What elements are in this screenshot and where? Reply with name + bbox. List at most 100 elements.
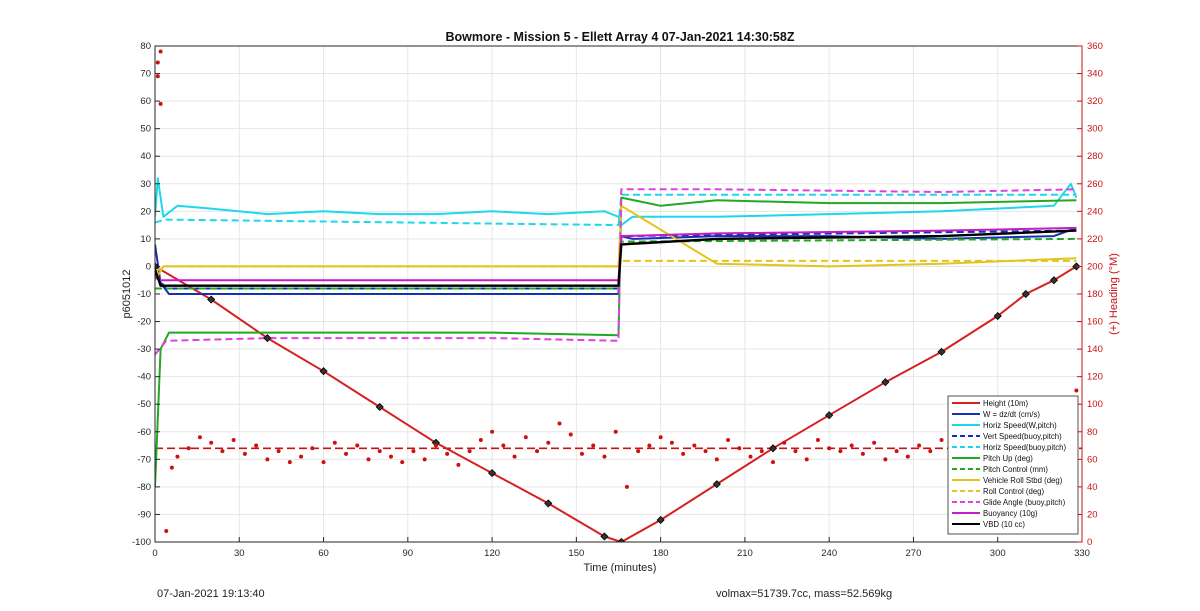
height-marker xyxy=(207,295,216,304)
heading-point xyxy=(231,438,236,443)
x-tick-label: 240 xyxy=(821,548,837,559)
x-tick-label: 0 xyxy=(152,548,157,559)
heading-point xyxy=(782,440,787,445)
footer-timestamp: 07-Jan-2021 19:13:40 xyxy=(157,588,265,600)
y-tick-label: -50 xyxy=(137,399,151,410)
heading-point xyxy=(276,449,281,454)
height-marker xyxy=(712,480,721,489)
heading-point xyxy=(287,460,292,465)
y-tick-label: 50 xyxy=(140,124,151,135)
heading-point xyxy=(579,451,584,456)
height-marker xyxy=(375,402,384,412)
heading-point xyxy=(804,457,809,462)
heading-point xyxy=(400,460,405,465)
y2-axis-label: (+) Heading (°M) xyxy=(1108,253,1120,335)
height-marker xyxy=(319,367,328,376)
y2-tick-label: 200 xyxy=(1087,261,1103,272)
y2-tick-label: 140 xyxy=(1087,344,1103,355)
y-tick-label: 70 xyxy=(140,69,151,80)
heading-point xyxy=(344,451,349,456)
heading-point xyxy=(535,449,540,454)
legend: Height (10m) W = dz/dt (cm/s) Horiz Speed(… xyxy=(947,395,1079,535)
heading-point xyxy=(501,443,506,448)
heading-point xyxy=(186,446,191,451)
series-line xyxy=(155,193,1077,227)
heading-point xyxy=(155,74,160,79)
heading-point xyxy=(155,60,160,65)
heading-point xyxy=(422,457,427,462)
y2-tick-label: 180 xyxy=(1087,289,1103,300)
heading-point xyxy=(209,440,214,445)
height-marker xyxy=(881,378,890,387)
heading-point xyxy=(692,443,697,448)
legend-label: Horiz Speed(W,pitch) xyxy=(983,421,1057,430)
height-marker xyxy=(993,311,1002,321)
heading-point xyxy=(624,484,629,489)
x-tick-label: 270 xyxy=(906,548,922,559)
heading-point xyxy=(703,449,708,454)
heading-point xyxy=(827,446,832,451)
heading-point xyxy=(490,429,495,434)
heading-point xyxy=(197,435,202,440)
heading-point xyxy=(602,454,607,459)
y-tick-label: 30 xyxy=(140,179,151,190)
legend-label: Buoyancy (10g) xyxy=(983,509,1038,518)
heading-point xyxy=(838,449,843,454)
y2-tick-label: 300 xyxy=(1087,124,1103,135)
heading-point xyxy=(175,454,180,459)
y-tick-label: -70 xyxy=(137,454,151,465)
heading-point xyxy=(158,49,163,54)
y-axis-ticks: 80 70 60 50 40 30 20 10 0 -10 -20 -30 -40 -50 -60 -70 -8… xyxy=(132,41,160,548)
x-tick-label: 330 xyxy=(1074,548,1090,559)
heading-point xyxy=(377,449,382,454)
y2-tick-label: 320 xyxy=(1087,96,1103,107)
heading-point xyxy=(849,443,854,448)
heading-point xyxy=(366,457,371,462)
y2-tick-label: 160 xyxy=(1087,317,1103,328)
heading-point xyxy=(568,432,573,437)
x-tick-label: 90 xyxy=(403,548,414,559)
y-tick-label: -60 xyxy=(137,427,151,438)
x-tick-label: 300 xyxy=(990,548,1006,559)
heading-point xyxy=(793,449,798,454)
y-tick-label: 0 xyxy=(146,261,151,272)
y-tick-label: 40 xyxy=(140,151,151,162)
heading-point xyxy=(478,438,483,443)
heading-point xyxy=(445,451,450,456)
y-tick-label: 20 xyxy=(140,206,151,217)
height-marker xyxy=(263,334,272,343)
series-line xyxy=(155,177,1078,227)
y-tick-label: -90 xyxy=(137,509,151,520)
heading-point xyxy=(737,446,742,451)
y-axis-label: p6051012 xyxy=(121,270,133,319)
heading-point xyxy=(388,454,393,459)
y-tick-label: -20 xyxy=(137,317,151,328)
legend-label: Roll Control (deg) xyxy=(983,487,1045,496)
y-tick-label: -10 xyxy=(137,289,151,300)
heading-point xyxy=(456,462,461,467)
heading-point xyxy=(299,454,304,459)
heading-point xyxy=(771,460,775,465)
height-marker xyxy=(825,411,834,420)
heading-point xyxy=(894,449,899,454)
y-tick-label: 10 xyxy=(140,234,151,245)
height-marker xyxy=(656,515,665,525)
y2-tick-label: 0 xyxy=(1087,537,1092,548)
heading-point xyxy=(872,440,877,445)
y2-tick-label: 220 xyxy=(1087,234,1103,245)
legend-label: W = dz/dt (cm/s) xyxy=(983,410,1040,419)
y2-tick-label: 240 xyxy=(1087,206,1103,217)
height-marker xyxy=(544,499,553,508)
heading-point xyxy=(220,449,225,454)
heading-point xyxy=(164,528,169,533)
y2-tick-label: 100 xyxy=(1087,399,1103,410)
heading-point xyxy=(265,457,270,462)
heading-point xyxy=(726,438,731,443)
height-marker xyxy=(768,444,778,453)
height-marker xyxy=(488,469,497,478)
heading-point xyxy=(647,443,652,448)
y-tick-label: -80 xyxy=(137,482,151,493)
heading-point xyxy=(591,443,596,448)
heading-point xyxy=(310,446,315,451)
